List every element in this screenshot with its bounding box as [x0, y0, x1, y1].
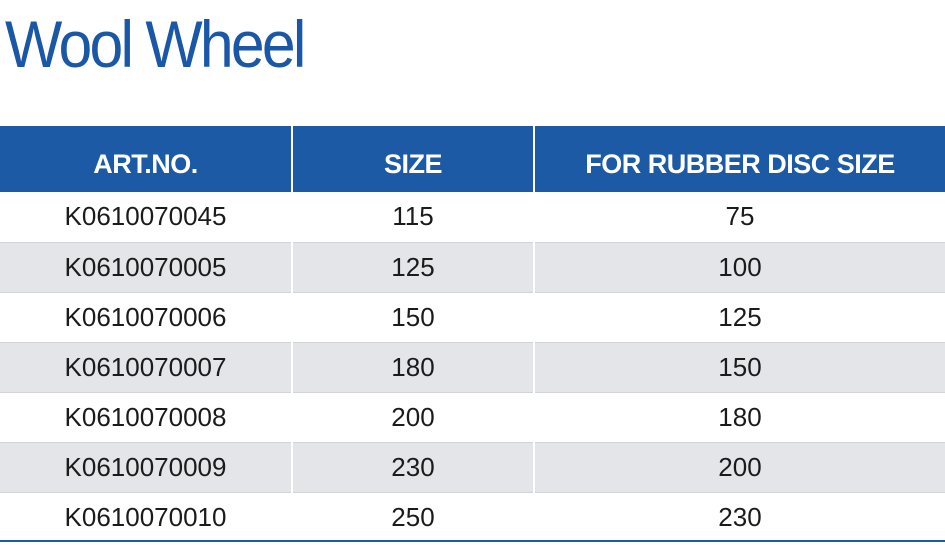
- cell-size: 125: [292, 241, 535, 292]
- table-row: K0610070008 200 180: [0, 391, 945, 442]
- table-row: K0610070005 125 100: [0, 241, 945, 292]
- cell-art-no: K0610070010: [0, 491, 293, 542]
- page-title: Wool Wheel: [5, 7, 306, 81]
- header-art-no: ART.NO.: [0, 126, 293, 192]
- cell-size: 115: [292, 192, 535, 242]
- cell-size: 250: [292, 491, 535, 542]
- table-bottom-rule: [0, 540, 945, 542]
- table-row: K0610070007 180 150: [0, 341, 945, 392]
- header-rubber-disc-size: FOR RUBBER DISC SIZE: [534, 126, 945, 192]
- cell-rubber-disc-size: 75: [534, 192, 945, 242]
- table-row: K0610070045 115 75: [0, 192, 945, 242]
- cell-art-no: K0610070045: [0, 192, 293, 242]
- cell-art-no: K0610070008: [0, 391, 293, 442]
- cell-size: 180: [292, 341, 535, 392]
- cell-art-no: K0610070006: [0, 291, 293, 342]
- cell-rubber-disc-size: 150: [534, 341, 945, 392]
- product-table: ART.NO. SIZE FOR RUBBER DISC SIZE K06100…: [0, 126, 945, 542]
- cell-rubber-disc-size: 100: [534, 241, 945, 292]
- cell-art-no: K0610070007: [0, 341, 293, 392]
- table-header: ART.NO. SIZE FOR RUBBER DISC SIZE: [0, 126, 945, 192]
- cell-art-no: K0610070005: [0, 241, 293, 292]
- table-row: K0610070010 250 230: [0, 491, 945, 542]
- header-size: SIZE: [292, 126, 535, 192]
- header-row: ART.NO. SIZE FOR RUBBER DISC SIZE: [0, 126, 945, 192]
- table-row: K0610070006 150 125: [0, 291, 945, 342]
- table-body: K0610070045 115 75 K0610070005 125 100 K…: [0, 192, 945, 542]
- cell-art-no: K0610070009: [0, 441, 293, 492]
- cell-size: 150: [292, 291, 535, 342]
- cell-size: 200: [292, 391, 535, 442]
- cell-rubber-disc-size: 180: [534, 391, 945, 442]
- cell-rubber-disc-size: 125: [534, 291, 945, 342]
- table-row: K0610070009 230 200: [0, 441, 945, 492]
- cell-size: 230: [292, 441, 535, 492]
- cell-rubber-disc-size: 230: [534, 491, 945, 542]
- cell-rubber-disc-size: 200: [534, 441, 945, 492]
